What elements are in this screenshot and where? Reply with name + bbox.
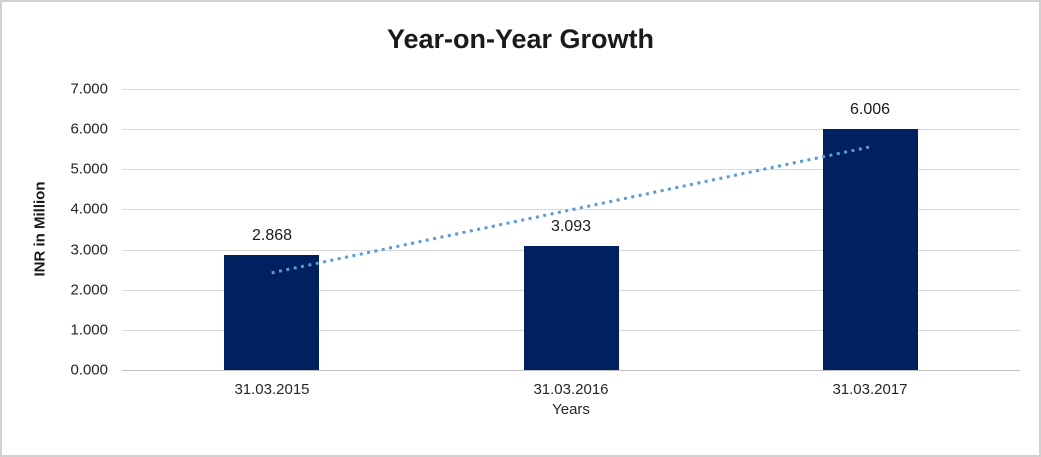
y-tick-label: 0.000 bbox=[70, 361, 108, 379]
x-tick-label: 31.03.2016 bbox=[533, 381, 609, 398]
gridline bbox=[122, 89, 1020, 90]
chart-title: Year-on-Year Growth bbox=[386, 24, 655, 54]
bar bbox=[823, 129, 918, 370]
bar bbox=[524, 246, 619, 370]
x-tick-label: 31.03.2015 bbox=[234, 381, 310, 398]
y-tick-label: 3.000 bbox=[70, 241, 108, 259]
y-tick-label: 6.000 bbox=[70, 120, 108, 138]
bar-value-label: 3.093 bbox=[550, 218, 592, 235]
y-tick-label: 5.000 bbox=[70, 160, 108, 178]
x-axis-title: Years bbox=[552, 401, 590, 418]
bar-value-label: 2.868 bbox=[251, 227, 293, 244]
x-tick-label: 31.03.2017 bbox=[832, 381, 908, 398]
y-tick-label: 2.000 bbox=[70, 281, 108, 299]
y-tick-label: 4.000 bbox=[70, 200, 108, 218]
gridline bbox=[122, 129, 1020, 130]
y-axis-title: INR in Million bbox=[31, 181, 49, 277]
y-tick-label: 7.000 bbox=[70, 80, 108, 98]
bar-value-label: 6.006 bbox=[849, 101, 891, 118]
y-tick-label: 1.000 bbox=[70, 321, 108, 339]
bar bbox=[224, 255, 319, 370]
x-axis-line bbox=[122, 370, 1020, 371]
